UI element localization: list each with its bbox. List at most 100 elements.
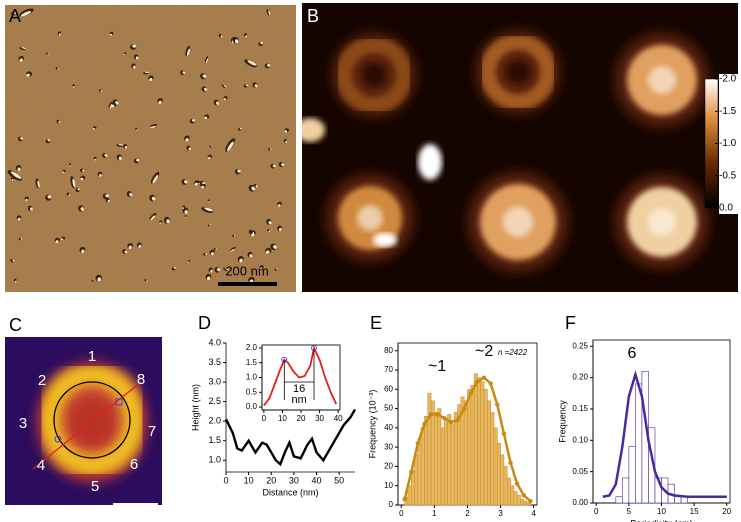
- speck-highlight: [259, 267, 263, 270]
- speck-highlight: [251, 186, 256, 191]
- speck-highlight: [118, 156, 122, 161]
- speck-highlight: [136, 129, 138, 131]
- histogram-bar: [500, 454, 505, 506]
- y-axis-label: Frequency: [557, 400, 567, 443]
- speck-highlight: [20, 137, 24, 140]
- histogram-bar: [503, 466, 508, 506]
- fit-circle: [53, 381, 131, 459]
- blob-core: [357, 205, 383, 231]
- speck: [69, 163, 72, 166]
- y-tick-label: 2.0: [246, 343, 258, 352]
- speck-highlight: [188, 147, 191, 151]
- speck: [207, 224, 210, 227]
- speck-highlight: [215, 248, 217, 250]
- speck-highlight: [260, 41, 263, 45]
- position-number: 6: [130, 456, 138, 473]
- speck-highlight: [133, 65, 136, 69]
- annotation: 16: [293, 383, 305, 395]
- y-tick-label: 40: [384, 423, 393, 432]
- fit-point: [435, 412, 440, 417]
- speck: [55, 67, 59, 70]
- speck-highlight: [100, 90, 103, 92]
- speck-highlight: [69, 165, 71, 167]
- speck: [188, 260, 191, 262]
- blob: [418, 144, 442, 180]
- x-tick-label: 1: [432, 509, 437, 518]
- x-tick-label: 0: [223, 475, 228, 485]
- speck-highlight: [26, 73, 30, 77]
- fit-point: [501, 431, 507, 436]
- histogram-bar: [506, 477, 511, 506]
- speck-highlight: [247, 60, 257, 66]
- position-number: 8: [137, 371, 145, 388]
- speck-highlight: [184, 216, 186, 218]
- speck-highlight: [97, 277, 101, 282]
- y-tick-label: 10: [384, 481, 393, 490]
- y-tick-label: 0: [389, 500, 394, 509]
- fit-point: [415, 441, 421, 446]
- histogram-bar: [424, 415, 429, 506]
- fit-point: [402, 497, 407, 502]
- speck-highlight: [129, 192, 133, 197]
- histogram-bar: [473, 373, 478, 506]
- y-tick-label: 2.5: [208, 396, 221, 406]
- profile-marker: [54, 435, 62, 443]
- blob-core: [648, 66, 676, 94]
- speck-highlight: [265, 250, 270, 254]
- speck-highlight: [159, 222, 162, 224]
- x-tick-label: 20: [297, 414, 306, 423]
- position-number: 7: [148, 423, 156, 440]
- position-number: 3: [19, 415, 27, 432]
- speck-highlight: [235, 39, 239, 44]
- blob-core: [648, 208, 676, 236]
- speck: [108, 101, 113, 109]
- y-tick-label: 1.5: [246, 358, 258, 367]
- speck-highlight: [123, 53, 125, 56]
- speck-highlight: [19, 58, 23, 62]
- x-tick-label: 30: [315, 414, 324, 423]
- speck: [223, 267, 229, 272]
- speck-highlight: [13, 11, 16, 15]
- fit-point: [475, 379, 480, 384]
- histogram-bar: [520, 498, 525, 506]
- fit-point: [455, 417, 460, 423]
- colorbar-tick-label: -2.0: [719, 74, 737, 85]
- inset-frame: [261, 344, 341, 411]
- speck-highlight: [268, 220, 272, 225]
- y-tick-label: 3.0: [208, 376, 221, 386]
- speck: [209, 145, 212, 148]
- speck: [213, 247, 216, 251]
- speck-highlight: [220, 35, 223, 38]
- annotation: 6: [628, 345, 637, 362]
- y-tick-label: 4.0: [208, 337, 221, 347]
- x-tick-label: 50: [334, 475, 344, 485]
- histogram-bar: [480, 381, 485, 506]
- position-number: 2: [38, 372, 46, 389]
- speck-highlight: [208, 201, 210, 203]
- histogram-bar: [526, 502, 531, 506]
- speck-highlight: [132, 44, 137, 48]
- colorbar-background: [719, 74, 741, 214]
- x-tick-label: 15: [690, 507, 699, 516]
- panel-label: B: [307, 6, 319, 26]
- y-tick-label: 50: [384, 404, 393, 413]
- y-tick-label: 0.00: [572, 498, 588, 507]
- y-tick-label: 0.15: [572, 404, 588, 413]
- speck-highlight: [109, 33, 112, 36]
- y-axis-label: Frequency (10⁻³): [367, 390, 377, 459]
- y-tick-label: 60: [384, 384, 393, 393]
- profile-line: [32, 381, 142, 470]
- speck-highlight: [105, 194, 110, 198]
- histogram-bar: [487, 400, 491, 506]
- speck-highlight: [237, 169, 241, 173]
- blob: [336, 37, 412, 113]
- speck-highlight: [47, 195, 52, 199]
- y-tick-label: 70: [384, 365, 393, 374]
- speck-highlight: [68, 194, 71, 197]
- speck-highlight: [173, 266, 176, 269]
- speck-highlight: [208, 156, 211, 160]
- speck-highlight: [150, 215, 156, 221]
- speck-highlight: [209, 224, 211, 226]
- x-axis-label: Periodicity (nm): [630, 518, 693, 522]
